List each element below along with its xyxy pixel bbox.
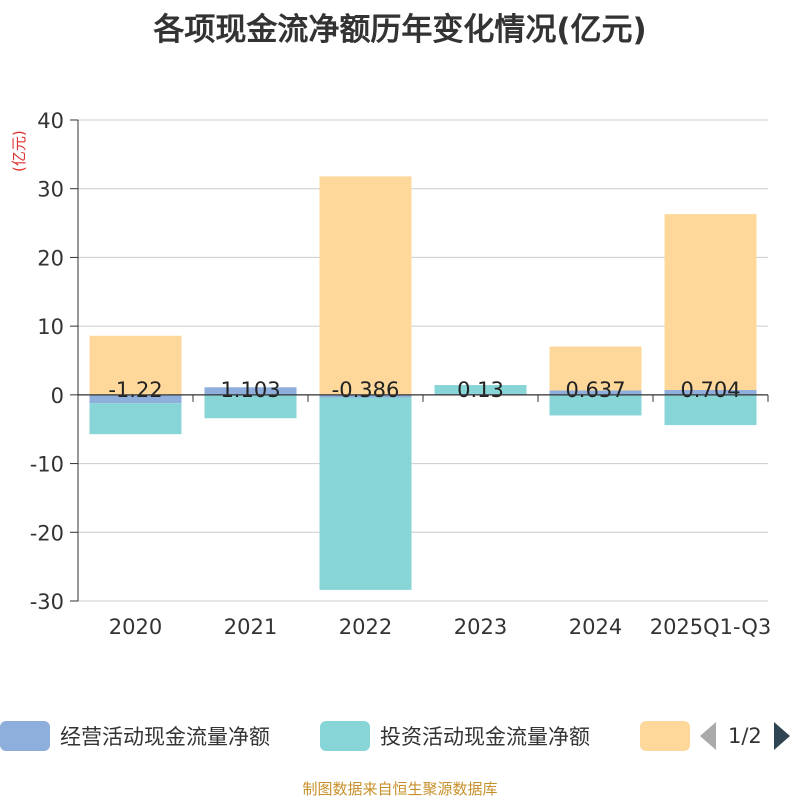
bar-investing-2025Q1-Q3 [664,394,757,426]
bar-investing-2024 [549,394,642,416]
legend-item-operating[interactable]: 经营活动现金流量净额 [0,718,270,754]
bar-investing-2023 [434,385,527,394]
y-tick-label: 30 [37,178,64,202]
y-tick-label: 10 [37,315,64,339]
legend-prev-arrow-icon[interactable] [700,722,716,750]
y-tick-label: -30 [30,590,64,614]
bar-financing-2024 [549,346,642,391]
legend-page-indicator: 1/2 [728,724,762,748]
x-tick-label: 2023 [454,615,507,639]
legend-label-operating: 经营活动现金流量净额 [60,725,270,749]
x-tick-label: 2022 [339,615,392,639]
legend-swatch-operating [0,721,50,751]
legend-swatch-financing [640,721,690,751]
y-tick-label: 20 [37,246,64,270]
data-label: 0.13 [457,378,504,402]
bar-operating-2025Q1-Q3 [664,390,757,395]
chart-title: 各项现金流净额历年变化情况(亿元) [153,12,647,48]
legend-item-financing[interactable] [640,718,700,754]
x-tick-label: 2021 [224,615,277,639]
legend-pager: 1/2 [700,718,790,754]
y-tick-label: -20 [30,521,64,545]
data-label: -0.386 [332,378,400,402]
x-tick-label: 2024 [569,615,622,639]
bar-operating-2022 [319,394,412,398]
legend-swatch-investing [320,721,370,751]
bar-investing-2020 [89,403,182,435]
data-label: -1.22 [108,378,162,402]
bar-operating-2021 [204,387,297,395]
bar-investing-2021 [204,394,297,419]
data-source-footer: 制图数据来自恒生聚源数据库 [302,780,498,798]
bar-financing-2025Q1-Q3 [664,214,757,391]
x-tick-label: 2025Q1-Q3 [650,615,772,639]
y-tick-label: 0 [51,384,64,408]
bar-financing-2022 [319,176,412,395]
legend-next-arrow-icon[interactable] [773,722,790,750]
bar-investing-2022 [319,397,412,590]
data-label: 0.637 [565,378,625,402]
bar-financing-2020 [89,335,182,395]
y-tick-label: 40 [37,109,64,133]
bar-operating-2020 [89,394,182,404]
data-label: 0.704 [680,378,740,402]
bar-operating-2024 [549,390,642,395]
legend-item-investing[interactable]: 投资活动现金流量净额 [320,718,590,754]
data-label: 1.103 [220,378,280,402]
legend-label-investing: 投资活动现金流量净额 [380,725,590,749]
x-tick-label: 2020 [109,615,162,639]
legend: 经营活动现金流量净额 投资活动现金流量净额 1/2 [0,716,800,756]
y-tick-label: -10 [30,453,64,477]
